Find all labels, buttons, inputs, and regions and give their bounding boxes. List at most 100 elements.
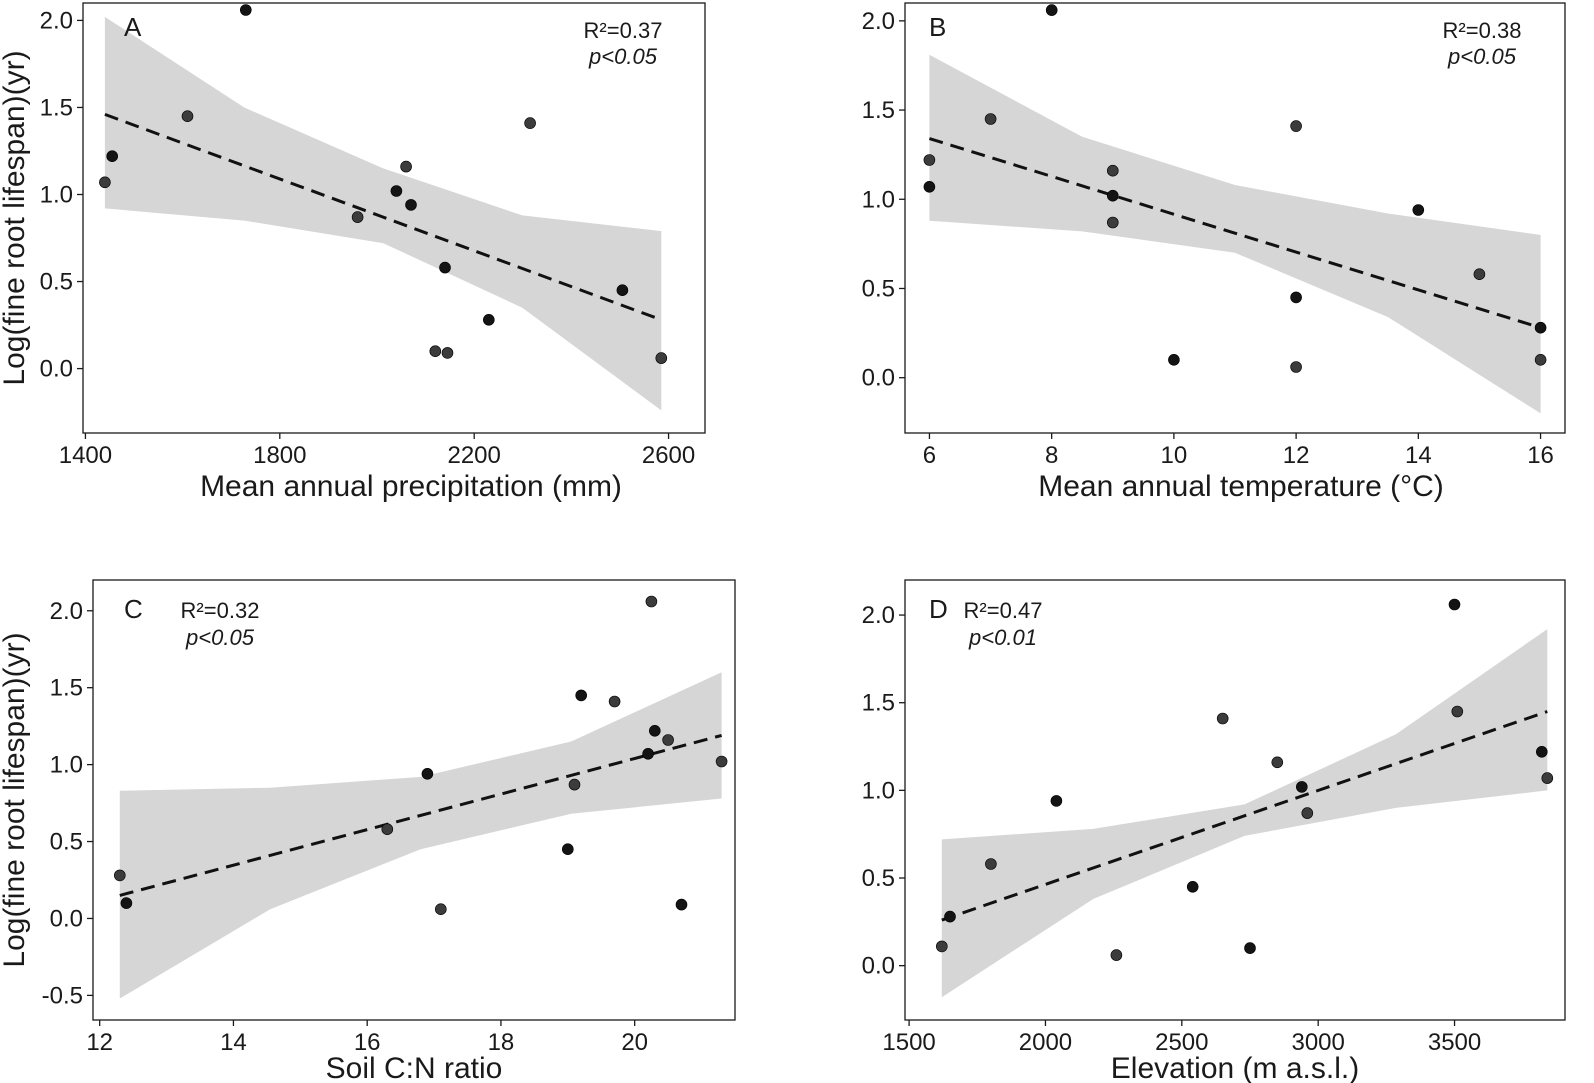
panel-c-point [421,767,434,780]
panel-b-frame [904,2,1566,434]
panel-a-point [429,345,442,358]
panel-b-p-value: p<0.05 [1447,44,1517,69]
panel-c-x-tick-label: 18 [488,1029,515,1056]
panel-d-point [1271,756,1284,769]
panel-a-point [655,352,668,364]
panel-b-x-axis-title: Mean annual temperature (°C) [1038,470,1444,503]
panel-d-x-tick-label: 2500 [1155,1029,1208,1056]
panel-a-y-tick-label: 1.5 [40,94,73,121]
panel-a-point [181,110,194,122]
panel-c-y-tick-label: -0.5 [42,982,83,1009]
panel-c-y-axis-title: Log(fine root lifespan)(yr) [0,632,31,967]
panel-b-r-squared: R²=0.38 [1443,18,1522,43]
panel-a-y-tick-label: 2.0 [40,7,73,34]
panel-d-point [935,940,948,953]
panel-c-y-tick-label: 0.0 [50,905,83,932]
panel-d-y-tick-label: 1.0 [862,777,895,804]
panel-c-point [568,778,581,791]
panel-b-y-tick-label: 0.5 [862,275,895,302]
panel-a-frame [82,2,706,434]
panel-c-x-tick-label: 12 [86,1029,113,1056]
panel-c-r-squared: R²=0.32 [181,598,260,623]
panel-c-x-axis-title: Soil C:N ratio [326,1052,503,1083]
panel-c-x-tick-label: 14 [220,1029,247,1056]
panel-c-point [120,897,133,909]
panel-c-point [381,823,394,836]
panel-b-point [1290,291,1302,304]
panel-d-point [944,910,956,923]
panel-a-x-axis-title: Mean annual precipitation (mm) [200,470,622,503]
panel-a-point [351,211,364,223]
panel-a-letter: A [124,12,142,42]
panel-a-points [99,4,668,364]
panel-d-y-tick-label: 2.0 [862,602,895,629]
panel-b-x-tick-label: 16 [1527,442,1554,469]
panel-c-y-tick-label: 1.0 [50,752,83,779]
panel-c-point [561,843,574,856]
panel-a-p-value: p<0.05 [588,44,658,69]
panel-b-ticks: 6 8 10 12 14 16 0.0 0.5 1.0 1.5 2.0 [862,8,1554,469]
panel-b-y-tick-label: 1.5 [862,97,895,124]
panel-d: 1500 2000 2500 3000 3500 0.0 0.5 1.0 1.5 2.0 D R²… [862,579,1566,1083]
panel-d-point [1050,795,1063,807]
panel-d-ticks: 1500 2000 2500 3000 3500 0.0 0.5 1.0 1.5 2.0 [862,602,1482,1056]
panel-d-x-tick-label: 3000 [1291,1029,1344,1056]
panel-a-point [240,4,252,16]
panel-c-y-tick-label: 2.0 [50,598,83,625]
panel-c-letter: C [124,594,143,624]
panel-b-point [1534,321,1547,334]
panel-d-point [1451,705,1464,718]
panel-a-y-tick-label: 0.0 [40,356,73,383]
panel-a-y-axis-title: Log(fine root lifespan)(yr) [0,50,31,385]
panel-d-x-tick-label: 3500 [1428,1029,1481,1056]
panel-a-y-tick-label: 1.0 [40,181,73,208]
panel-b-point [1168,353,1180,366]
panel-c-confidence-band [119,672,722,999]
panel-d-confidence-band [941,629,1548,998]
panel-a-point [400,160,412,173]
panel-c-frame [92,579,736,1021]
panel-c-points [114,595,728,916]
panel-d-point [1110,949,1123,961]
panel-d-points [935,598,1554,961]
panel-d-x-tick-label: 2000 [1019,1029,1072,1056]
panel-c-point [662,734,674,746]
panel-c-x-tick-label: 16 [354,1029,381,1056]
panel-a-point [441,347,454,359]
panel-c-p-value: p<0.05 [185,625,255,650]
panel-d-y-tick-label: 0.0 [862,953,895,980]
panel-d-point [1216,712,1229,725]
panel-c-point [114,869,126,882]
panel-b-x-tick-label: 12 [1283,442,1310,469]
panel-b-point [1412,204,1425,216]
panel-c-point [575,689,588,702]
panel-b-point [1107,164,1119,177]
panel-c-point [608,695,621,708]
panel-a-point [439,261,451,274]
panel-b: 6 8 10 12 14 16 0.0 0.5 1.0 1.5 2.0 B R²=0.38 p<0.… [862,2,1566,503]
panel-a-x-tick-label: 1800 [253,442,306,469]
panel-d-y-tick-label: 1.5 [862,690,895,717]
panel-a-point [616,284,629,297]
panel-a-r-squared: R²=0.37 [584,18,663,43]
panel-d-x-axis-title: Elevation (m a.s.l.) [1111,1052,1359,1083]
panel-b-points [923,4,1547,373]
panel-d-point [1296,781,1308,793]
panel-d-p-value: p<0.01 [968,625,1037,650]
panel-a-point [482,313,495,326]
panel-b-x-tick-label: 8 [1045,442,1058,469]
panel-b-point [1290,361,1302,373]
panel-a: 1400 1800 2200 2600 0.0 0.5 1.0 1.5 2.0 A R²=0.3… [0,2,706,503]
panel-c-y-tick-label: 1.5 [50,675,83,702]
panel-d-r-squared: R²=0.47 [964,598,1043,623]
panel-a-confidence-band [104,16,662,411]
panel-d-point [1448,598,1461,611]
panel-d-point [1301,807,1314,819]
panel-d-point [985,858,997,870]
panel-d-point [1541,772,1554,784]
panel-a-point [524,117,536,129]
panel-d-regression-line [941,710,1548,922]
panel-d-frame [904,579,1566,1021]
panel-b-point [984,113,997,125]
